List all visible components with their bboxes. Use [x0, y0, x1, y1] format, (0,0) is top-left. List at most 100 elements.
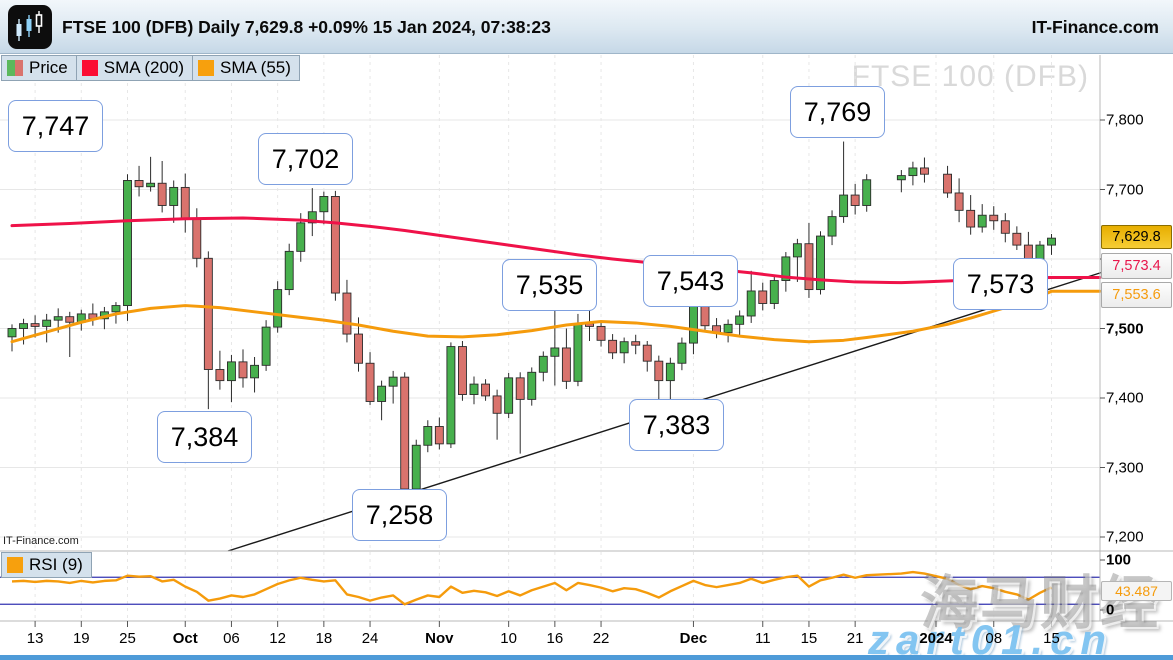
legend-sma55-label: SMA (55) [220, 58, 291, 77]
candle-body [492, 395, 502, 414]
rsi-value-badge: 43.487 [1101, 581, 1172, 601]
chart-watermark: FTSE 100 (DFB) [851, 60, 1089, 93]
candle-body [53, 316, 63, 321]
candle-body [261, 326, 271, 366]
candle-body [896, 175, 906, 181]
y-axis-label: 7,700 [1106, 181, 1144, 198]
candle-body [296, 222, 306, 252]
legend-sma200-label: SMA (200) [103, 58, 185, 77]
candle-body [377, 385, 387, 402]
candle-body [573, 323, 583, 382]
candle-body [192, 218, 202, 259]
x-axis-label: Dec [679, 630, 708, 647]
candle-body [1047, 237, 1056, 246]
candle-body [215, 369, 225, 382]
price-annotation[interactable]: 7,573 [953, 258, 1048, 310]
x-axis-label: 13 [26, 630, 44, 647]
candle-body [758, 290, 768, 304]
candle-body [157, 182, 167, 206]
chart-title: FTSE 100 (DFB) Daily 7,629.8 +0.09% 15 J… [62, 17, 551, 37]
candle-body [400, 376, 410, 490]
y-axis-label: 7,200 [1106, 528, 1144, 546]
x-axis-label: 06 [223, 630, 240, 647]
candle-body [169, 186, 179, 206]
x-axis-label: 15 [1043, 630, 1060, 647]
sma200-value-badge: 7,573.4 [1101, 253, 1172, 279]
candle-body [458, 346, 467, 395]
candle-body [850, 194, 860, 206]
price-annotation[interactable]: 7,258 [352, 489, 447, 541]
x-axis-label: 2024 [919, 630, 953, 647]
rsi-swatch-icon [7, 557, 23, 573]
brand-link[interactable]: IT-Finance.com [1031, 17, 1159, 37]
candle-body [388, 376, 398, 387]
price-annotation[interactable]: 7,384 [157, 411, 252, 463]
price-annotation[interactable]: 7,535 [502, 259, 597, 311]
candle-body [954, 192, 964, 211]
x-axis-label: 24 [361, 630, 379, 647]
app-logo[interactable] [8, 5, 52, 49]
rsi-axis-label: 100 [1106, 551, 1132, 569]
candle-body [30, 323, 40, 327]
sma55-swatch-icon [198, 60, 215, 76]
x-axis-label: 10 [500, 630, 517, 647]
price-annotation[interactable]: 7,543 [643, 255, 738, 307]
price-swatch-icon [7, 60, 23, 76]
legend-sma200[interactable]: SMA (200) [75, 55, 194, 81]
candle-body [804, 243, 814, 291]
candle-body [180, 186, 190, 220]
candle-body [989, 214, 999, 222]
candle-body [862, 179, 872, 206]
candle-body [42, 319, 52, 327]
rsi-axis-label: 0 [1106, 601, 1115, 619]
price-annotation[interactable]: 7,747 [8, 100, 103, 152]
candle-body [365, 362, 375, 402]
y-axis-label: 7,800 [1106, 111, 1144, 129]
x-axis-label: 08 [985, 630, 1003, 647]
rsi-legend: RSI (9) [1, 552, 92, 578]
candle-body [538, 355, 548, 373]
candle-body [689, 305, 698, 344]
rsi-line [11, 570, 1053, 606]
candle-body [977, 214, 987, 228]
legend-sma55[interactable]: SMA (55) [192, 55, 300, 81]
candle-body [665, 362, 675, 382]
legend-price-label: Price [29, 58, 68, 77]
candle-body [908, 167, 918, 177]
candle-body [19, 323, 28, 329]
legend-rsi[interactable]: RSI (9) [1, 552, 92, 578]
price-annotation[interactable]: 7,769 [790, 86, 885, 138]
sma55-line [10, 289, 1102, 344]
candlestick-logo-icon [16, 11, 43, 41]
x-axis-label: 11 [754, 630, 771, 647]
candle-body [792, 243, 802, 258]
candle-body [238, 361, 248, 379]
y-axis-label: 7,300 [1106, 459, 1144, 476]
x-axis-label: 12 [269, 630, 286, 647]
candle-body [723, 323, 733, 334]
y-axis-label: 7,400 [1106, 389, 1144, 407]
candle-body [515, 377, 525, 400]
candle-body [250, 364, 260, 379]
price-annotation[interactable]: 7,702 [258, 133, 353, 185]
candle-body [735, 315, 745, 325]
sma200-line [10, 216, 1102, 285]
candle-body [65, 316, 75, 323]
candle-body [411, 444, 421, 490]
price-annotation[interactable]: 7,383 [629, 399, 724, 451]
price-legend: Price SMA (200) SMA (55) [1, 55, 300, 81]
legend-price[interactable]: Price [1, 55, 77, 81]
x-axis-label: 21 [846, 630, 864, 647]
candle-body [769, 280, 779, 304]
candle-body [619, 341, 629, 354]
candle-body [469, 383, 479, 395]
candle-body [746, 290, 756, 317]
x-axis-label: 18 [315, 630, 333, 647]
candle-body [342, 292, 352, 335]
candle-body [966, 209, 976, 228]
candle-body [284, 250, 294, 291]
candle-body [654, 360, 664, 382]
candle-body [781, 256, 791, 281]
